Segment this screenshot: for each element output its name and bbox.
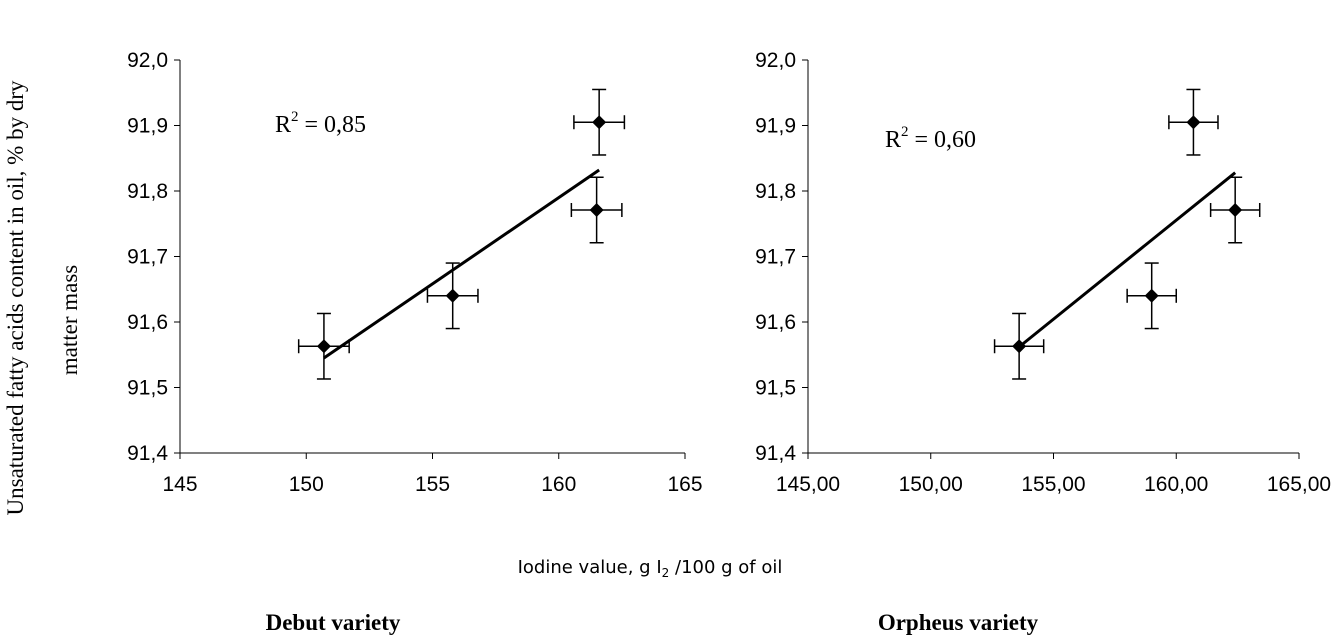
r-squared-superscript: 2 xyxy=(291,109,299,125)
x-axis-label-subscript: 2 xyxy=(662,566,670,580)
debut-trendline xyxy=(323,168,600,360)
orpheus-x-tick-label: 145,00 xyxy=(776,473,840,496)
orpheus-y-tick-label: 91,6 xyxy=(755,311,796,334)
r-squared-prefix: R xyxy=(885,127,901,153)
debut-data-point xyxy=(316,339,331,354)
orpheus-x-tick-label: 160,00 xyxy=(1144,473,1208,496)
x-axis-label-suffix: /100 g of oil xyxy=(669,557,782,578)
orpheus-x-tick-label: 155,00 xyxy=(1021,473,1085,496)
orpheus-data-point xyxy=(1186,115,1201,130)
orpheus-data-point xyxy=(1144,288,1159,303)
x-axis-label: Iodine value, g I2 /100 g of oil xyxy=(518,557,783,580)
orpheus-r-squared-label: R2 = 0,60 xyxy=(885,124,976,153)
debut-x-tick-label: 165 xyxy=(667,473,702,496)
debut-x-tick-label: 160 xyxy=(541,473,576,496)
debut-y-tick-label: 91,6 xyxy=(127,311,168,334)
orpheus-y-tick-label: 91,5 xyxy=(755,377,796,400)
r-squared-value: = 0,60 xyxy=(909,127,977,153)
x-axis-label-prefix: Iodine value, g I xyxy=(518,557,662,578)
r-squared-superscript: 2 xyxy=(901,124,909,140)
r-squared-prefix: R xyxy=(275,112,291,138)
debut-x-tick-label: 145 xyxy=(162,473,197,496)
debut-y-tick-label: 92,0 xyxy=(127,49,168,72)
y-axis-label-line2: matter mass xyxy=(57,265,82,376)
debut-y-tick-label: 91,4 xyxy=(127,442,168,465)
orpheus-trendline xyxy=(1018,171,1237,349)
orpheus-y-tick-label: 91,8 xyxy=(755,180,796,203)
y-axis-label-line1: Unsaturated fatty acids content in oil, … xyxy=(3,80,28,515)
debut-x-tick-label: 150 xyxy=(289,473,324,496)
debut-y-tick-label: 91,5 xyxy=(127,377,168,400)
orpheus-data-point xyxy=(1228,202,1243,217)
debut-y-tick-label: 91,8 xyxy=(127,180,168,203)
debut-r-squared-label: R2 = 0,85 xyxy=(275,109,366,138)
orpheus-x-tick-label: 165,00 xyxy=(1267,473,1331,496)
orpheus-x-tick-label: 150,00 xyxy=(899,473,963,496)
orpheus-chart-panel: 91,4 91,5 91,6 91,7 91,8 91,9 92,0 145,00 150,00… xyxy=(755,49,1331,496)
debut-y-tick-label: 91,9 xyxy=(127,115,168,138)
debut-data-point xyxy=(592,115,607,130)
debut-variety-title: Debut variety xyxy=(266,610,401,635)
debut-data-point xyxy=(589,202,604,217)
debut-chart-panel: 91,4 91,5 91,6 91,7 91,8 91,9 92,0 145 150 155 160… xyxy=(127,49,702,496)
orpheus-y-tick-label: 91,7 xyxy=(755,246,796,269)
debut-y-tick-label: 91,7 xyxy=(127,246,168,269)
debut-x-tick-label: 155 xyxy=(415,473,450,496)
orpheus-data-point xyxy=(1012,339,1027,354)
orpheus-variety-title: Orpheus variety xyxy=(878,610,1039,635)
orpheus-y-tick-label: 92,0 xyxy=(755,49,796,72)
orpheus-y-tick-label: 91,4 xyxy=(755,442,796,465)
r-squared-value: = 0,85 xyxy=(299,112,367,138)
orpheus-y-tick-label: 91,9 xyxy=(755,115,796,138)
debut-data-point xyxy=(445,288,460,303)
